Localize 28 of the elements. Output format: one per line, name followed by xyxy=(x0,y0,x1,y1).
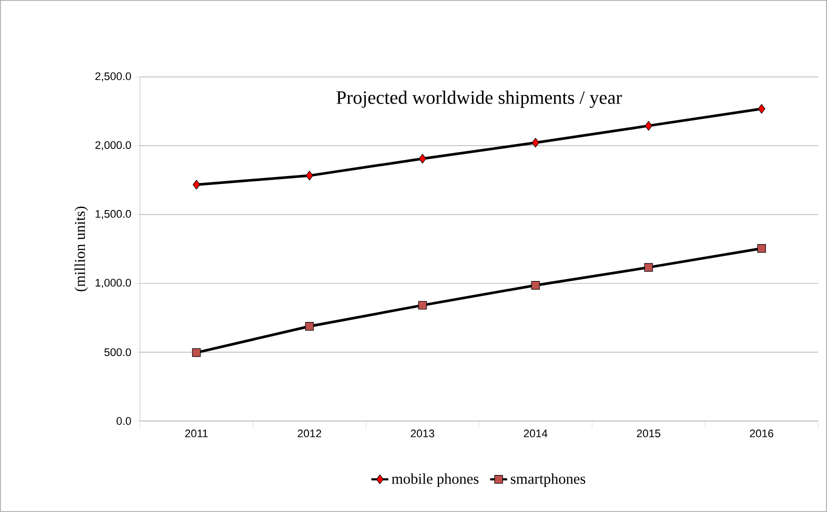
y-axis-title: (million units) xyxy=(74,206,88,292)
point xyxy=(306,170,314,180)
point xyxy=(644,263,653,272)
point xyxy=(644,121,652,131)
legend-label: mobile phones xyxy=(392,473,479,487)
point xyxy=(418,154,426,164)
point xyxy=(757,244,766,253)
point xyxy=(305,322,314,331)
point xyxy=(192,180,200,190)
x-tick-label: 2012 xyxy=(298,430,322,438)
legend-label: smartphones xyxy=(510,473,586,487)
y-tick-label: 0.0 xyxy=(116,417,131,425)
point xyxy=(758,104,766,114)
point xyxy=(531,281,540,290)
x-tick-label: 2014 xyxy=(524,430,548,438)
x-tick-label: 2013 xyxy=(410,430,434,438)
point xyxy=(192,348,201,357)
y-tick-label: 2,500.0 xyxy=(95,72,131,82)
y-tick-label: 1,000.0 xyxy=(96,278,131,288)
point xyxy=(418,300,427,310)
x-tick-label: 2011 xyxy=(185,430,208,438)
y-tick-label: 1,500.0 xyxy=(96,210,131,220)
y-tick-label: 2,000.0 xyxy=(95,141,131,150)
text: Projected worldwide shipments / year xyxy=(336,90,622,108)
point xyxy=(532,138,540,148)
y-tick-label: 500.0 xyxy=(104,348,131,356)
x-tick-label: 2015 xyxy=(636,430,660,438)
x-tick-label: 2016 xyxy=(750,430,774,438)
